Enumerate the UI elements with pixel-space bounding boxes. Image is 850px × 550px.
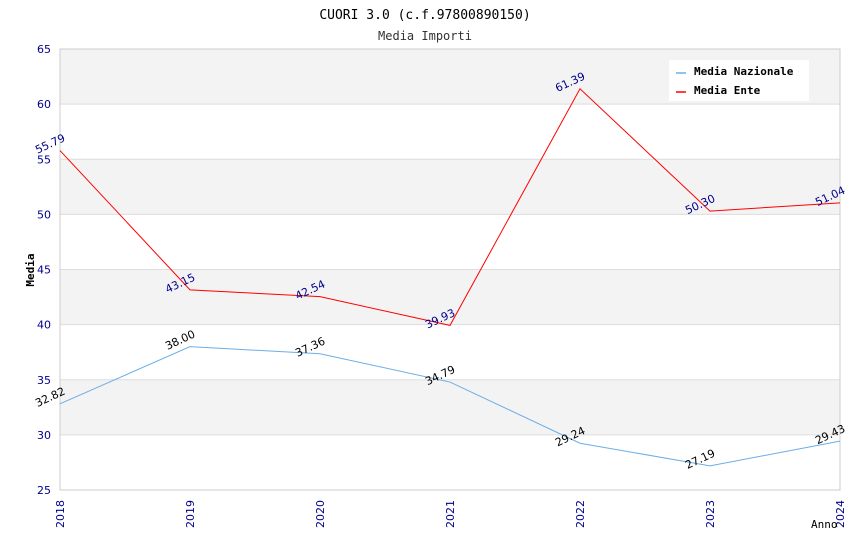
y-tick-label: 60 xyxy=(37,98,51,111)
x-tick-label: 2024 xyxy=(834,500,847,528)
series-line-1 xyxy=(59,87,841,326)
y-tick-label: 30 xyxy=(37,429,51,442)
series-line-0 xyxy=(59,346,841,467)
x-tick-label: 2020 xyxy=(314,500,327,528)
y-axis-label: Media xyxy=(24,253,37,286)
legend-label-media-ente: Media Ente xyxy=(694,84,761,97)
y-tick-label: 50 xyxy=(37,208,51,221)
x-axis-ticks: 2018 2019 2020 2021 2022 2023 2024 xyxy=(54,500,847,528)
x-axis-label: Anno xyxy=(811,518,838,531)
y-tick-label: 65 xyxy=(37,43,51,56)
x-tick-label: 2021 xyxy=(444,500,457,528)
x-tick-label: 2018 xyxy=(54,500,67,528)
grid-band xyxy=(60,159,840,215)
grid-band xyxy=(60,104,840,160)
x-tick-label: 2023 xyxy=(704,500,717,528)
y-tick-label: 45 xyxy=(37,264,51,277)
legend: Media Nazionale Media Ente xyxy=(669,60,809,101)
legend-box xyxy=(669,60,809,101)
grid-band xyxy=(60,214,840,270)
grid-band xyxy=(60,379,840,435)
x-tick-label: 2019 xyxy=(184,500,197,528)
plot-area xyxy=(59,48,841,491)
legend-label-media-nazionale: Media Nazionale xyxy=(694,65,794,78)
grid-band xyxy=(60,324,840,380)
grid-band xyxy=(60,434,840,490)
chart-subtitle: Media Importi xyxy=(378,29,472,43)
grid-bands xyxy=(60,49,840,490)
y-axis-ticks: 25 30 35 40 45 50 55 60 65 xyxy=(37,43,51,497)
y-tick-label: 55 xyxy=(37,153,51,166)
y-tick-label: 35 xyxy=(37,374,51,387)
y-tick-label: 40 xyxy=(37,319,51,332)
chart-title: CUORI 3.0 (c.f.97800890150) xyxy=(319,8,530,23)
x-tick-label: 2022 xyxy=(574,500,587,528)
grid-band xyxy=(60,269,840,325)
y-tick-label: 25 xyxy=(37,484,51,497)
